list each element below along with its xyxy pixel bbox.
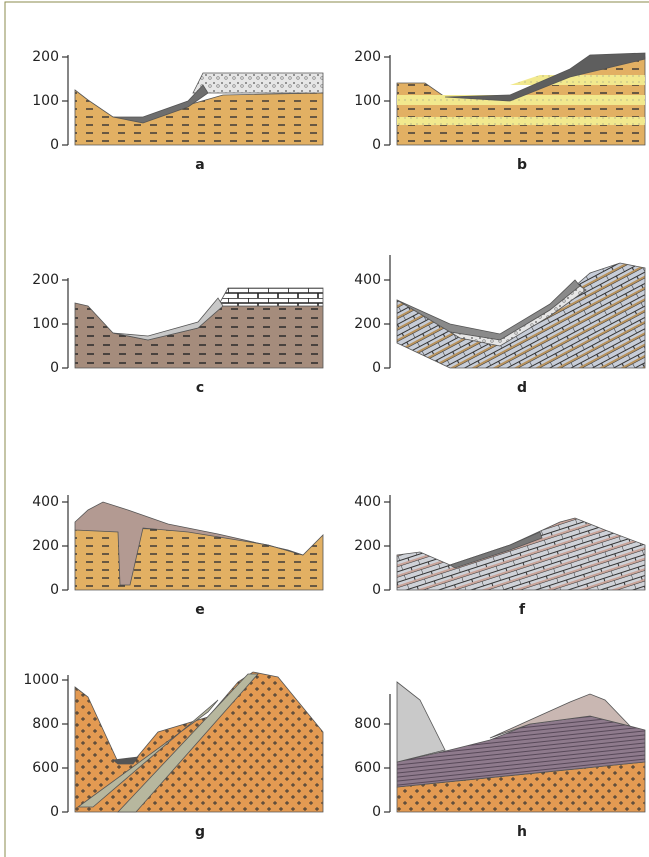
panel-label: c <box>196 380 204 396</box>
tick-label: 400 <box>354 272 381 288</box>
tick-label: 1000 <box>23 672 59 688</box>
panel-label: e <box>195 602 205 618</box>
tick-label: 200 <box>32 272 59 288</box>
panel-label: d <box>517 380 527 396</box>
tick-label: 400 <box>32 494 59 510</box>
section-a <box>74 72 324 146</box>
tick-label: 100 <box>32 93 59 109</box>
tick-label: 0 <box>50 804 59 820</box>
panel-label: a <box>195 157 204 173</box>
tick-label: 800 <box>354 716 381 732</box>
tick-label: 200 <box>354 316 381 332</box>
tick-label: 400 <box>354 494 381 510</box>
panel-label: f <box>519 602 526 618</box>
tick-label: 600 <box>32 760 59 776</box>
tick-label: 100 <box>32 316 59 332</box>
panel-label: g <box>195 824 205 840</box>
section-g <box>74 671 324 813</box>
panel-label: h <box>517 824 527 840</box>
tick-label: 200 <box>354 49 381 65</box>
section-c <box>74 287 324 369</box>
tick-label: 100 <box>354 93 381 109</box>
tick-label: 0 <box>372 582 381 598</box>
tick-label: 200 <box>354 538 381 554</box>
tick-label: 600 <box>354 760 381 776</box>
tick-label: 200 <box>32 49 59 65</box>
tick-label: 0 <box>50 360 59 376</box>
frame <box>4 1 649 857</box>
tick-label: 0 <box>50 137 59 153</box>
section-f <box>396 517 646 591</box>
tick-label: 0 <box>50 582 59 598</box>
section-e <box>74 501 324 591</box>
section-d <box>396 262 646 369</box>
section-b <box>396 52 646 146</box>
tick-label: 0 <box>372 137 381 153</box>
tick-label: 800 <box>32 716 59 732</box>
panel-label: b <box>517 157 527 173</box>
tick-label: 0 <box>372 804 381 820</box>
tick-label: 0 <box>372 360 381 376</box>
section-h <box>396 681 646 813</box>
tick-label: 200 <box>32 538 59 554</box>
